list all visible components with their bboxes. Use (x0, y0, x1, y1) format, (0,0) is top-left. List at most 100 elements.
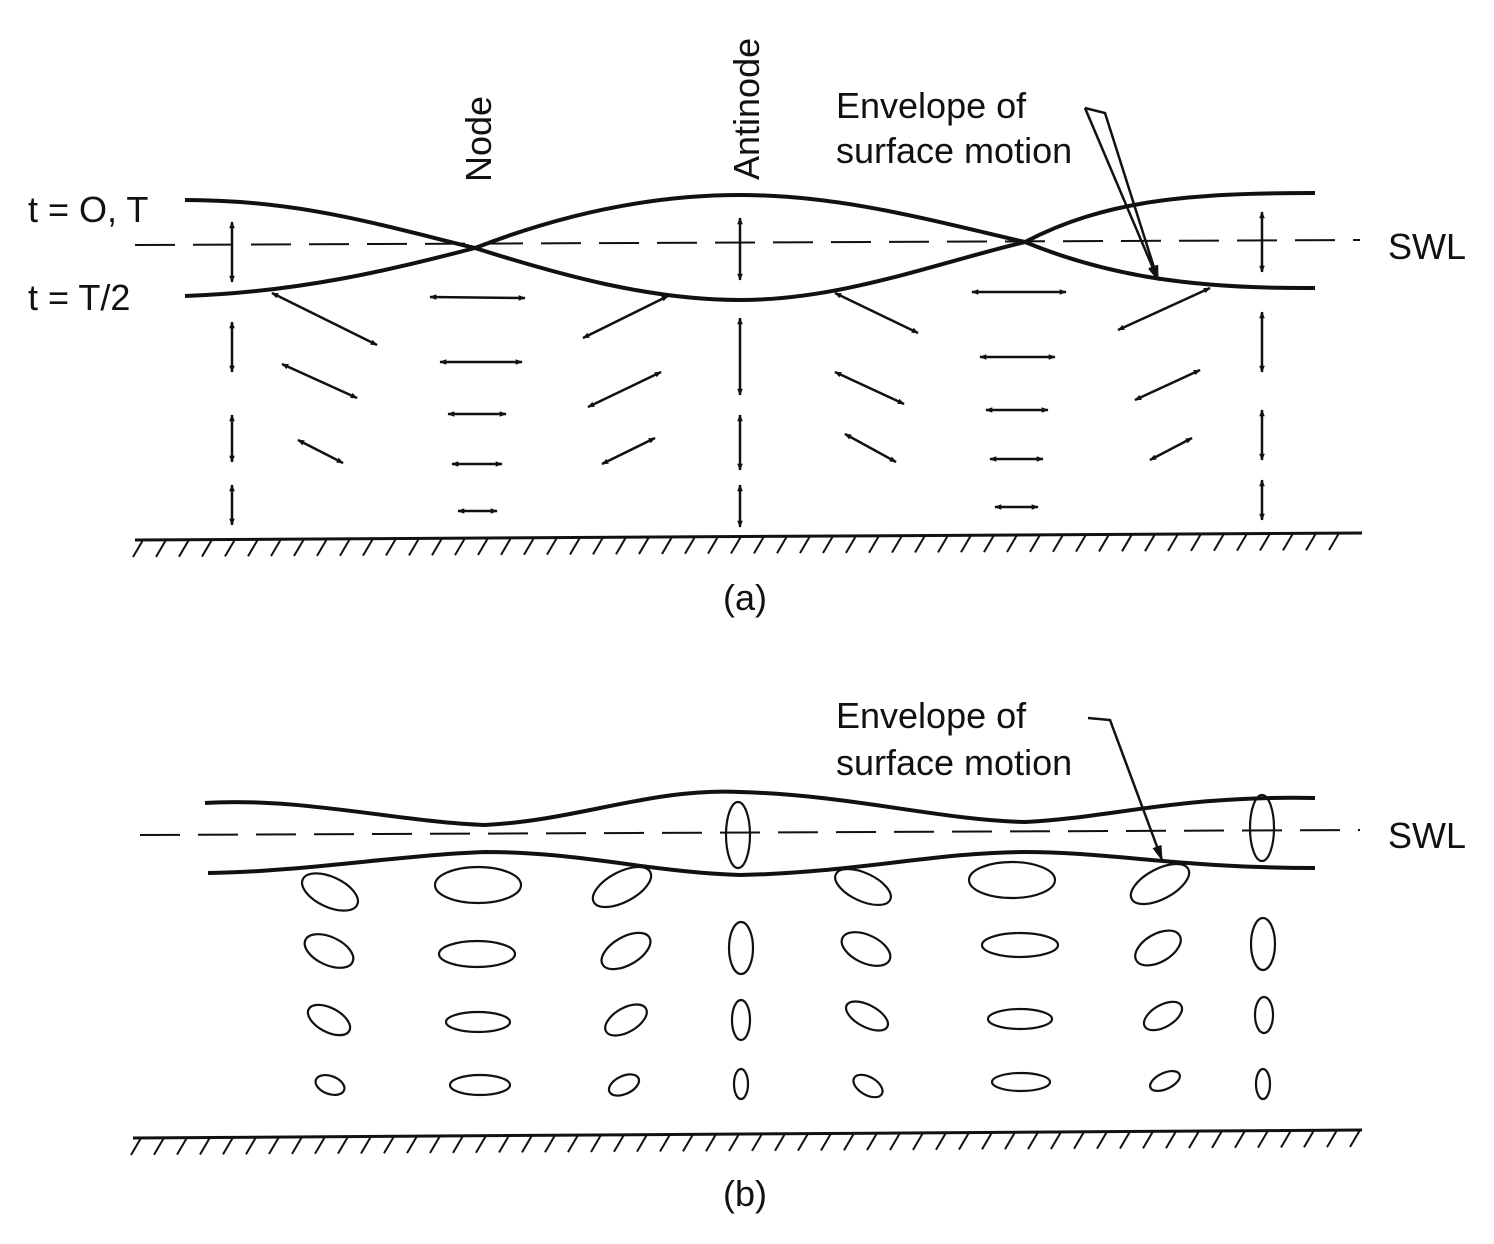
particle-arrow (834, 291, 919, 335)
seabed-hatch (454, 537, 466, 556)
swl-label-a: SWL (1388, 226, 1466, 267)
seabed-hatch (1259, 533, 1271, 552)
seabed-hatch (1213, 533, 1225, 552)
seabed-hatch (615, 536, 627, 555)
orbit-ellipse (1249, 916, 1277, 972)
seabed-hatch (682, 1133, 694, 1152)
orbit-ellipse (852, 1073, 884, 1099)
seabed-hatch (1027, 1131, 1039, 1150)
seabed-hatch (523, 537, 535, 556)
orbit-ellipse (967, 860, 1057, 900)
orbit-ellipse (437, 939, 517, 969)
seabed-hatch (431, 537, 443, 556)
orbit-ellipse (303, 933, 355, 969)
orbit-ellipse (834, 867, 892, 907)
seabed-hatch (222, 1136, 234, 1155)
particle-arrow (271, 291, 378, 347)
seabed-hatch (1073, 1131, 1085, 1150)
particle-arrow (297, 438, 344, 465)
seabed-hatch (569, 536, 581, 555)
seabed-hatch (868, 535, 880, 554)
orbit-ellipse (986, 1007, 1054, 1031)
seabed-hatch (176, 1137, 188, 1156)
orbit-ellipse (306, 1003, 352, 1037)
seabed-hatch (1144, 533, 1156, 552)
panel-b: Envelope of surface motion SWL (b) (130, 695, 1466, 1214)
seabed-hatch (546, 537, 558, 556)
particle-orbits (300, 793, 1277, 1101)
seabed-hatch (498, 1135, 510, 1154)
seabed-hatch (958, 1132, 970, 1151)
seabed-hatch (1236, 533, 1248, 552)
orbit-ellipse (444, 1010, 512, 1034)
seabed-hatch (245, 1136, 257, 1155)
orbit-ellipse (727, 920, 755, 976)
orbit-ellipse (980, 931, 1060, 959)
orbit-ellipse (990, 1071, 1052, 1093)
orbit-ellipse (433, 865, 523, 905)
node-label: Node (458, 96, 499, 182)
time-label-thalf: t = T/2 (28, 277, 130, 318)
seabed-hatch (155, 539, 167, 558)
seabed-hatch (360, 1135, 372, 1154)
panel-a: t = O, T t = T/2 Node Antinode Envelope … (28, 38, 1466, 618)
seabed-hatch (590, 1134, 602, 1153)
seabed-hatch (730, 536, 742, 555)
seabed-hatch (1280, 1129, 1292, 1148)
seabed-hatch (1004, 1131, 1016, 1150)
seabed-hatch (705, 1133, 717, 1152)
seabed-hatch (406, 1135, 418, 1154)
seabed-hatch (1121, 533, 1133, 552)
envelope-pointer-b (1087, 716, 1164, 862)
particle-arrow (429, 294, 526, 301)
seabed-hatch (408, 537, 420, 556)
seabed-hatch (845, 535, 857, 554)
orbit-ellipse (1129, 862, 1191, 906)
envelope-label-a-2: surface motion (836, 130, 1072, 171)
seabed-hatch (684, 536, 696, 555)
envelope-lower-b (207, 849, 1316, 878)
seabed-hatch (544, 1134, 556, 1153)
orbit-ellipse (314, 1074, 346, 1096)
particle-arrow (1149, 436, 1193, 462)
seabed-hatch (199, 1136, 211, 1156)
swl-line-a (134, 239, 1361, 246)
seabed-hatch (822, 535, 834, 554)
orbit-ellipse (591, 865, 653, 909)
seabed-hatch (1029, 534, 1041, 553)
seabed-hatch (178, 539, 190, 558)
swl-label-b: SWL (1388, 815, 1466, 856)
particle-arrow (1134, 368, 1201, 402)
seabed-a (132, 531, 1363, 558)
seabed-hatch (1142, 1130, 1154, 1149)
particle-arrow (834, 370, 905, 406)
seabed-hatch (1006, 534, 1018, 553)
seabed-hatch (638, 536, 650, 555)
orbit-ellipse (604, 1003, 648, 1037)
seabed-hatch (797, 1133, 809, 1152)
orbit-ellipse (844, 1000, 890, 1032)
seabed-hatch (567, 1134, 579, 1153)
seabed-hatch (661, 536, 673, 555)
seabed-hatch (613, 1134, 625, 1153)
envelope-upper-b (204, 789, 1316, 828)
seabed-hatch (132, 539, 144, 558)
seabed-hatch (981, 1131, 993, 1150)
seabed-hatch (774, 1133, 786, 1152)
seabed-hatch (960, 534, 972, 553)
seabed-hatch (1052, 534, 1064, 553)
envelope-label-a-1: Envelope of (836, 85, 1027, 126)
seabed-hatch (337, 1136, 349, 1155)
envelope-label-b-2: surface motion (836, 742, 1072, 783)
particle-arrow (601, 436, 656, 466)
seabed-hatch (291, 1136, 303, 1155)
seabed-hatch (751, 1133, 763, 1152)
seabed-hatch (1188, 1130, 1200, 1149)
seabed-hatch (1167, 533, 1179, 552)
seabed-hatch (477, 537, 489, 556)
time-label-t0: t = O, T (28, 189, 148, 230)
seabed-b (130, 1128, 1363, 1156)
seabed-hatch (1075, 534, 1087, 553)
seabed-hatch (889, 1132, 901, 1151)
